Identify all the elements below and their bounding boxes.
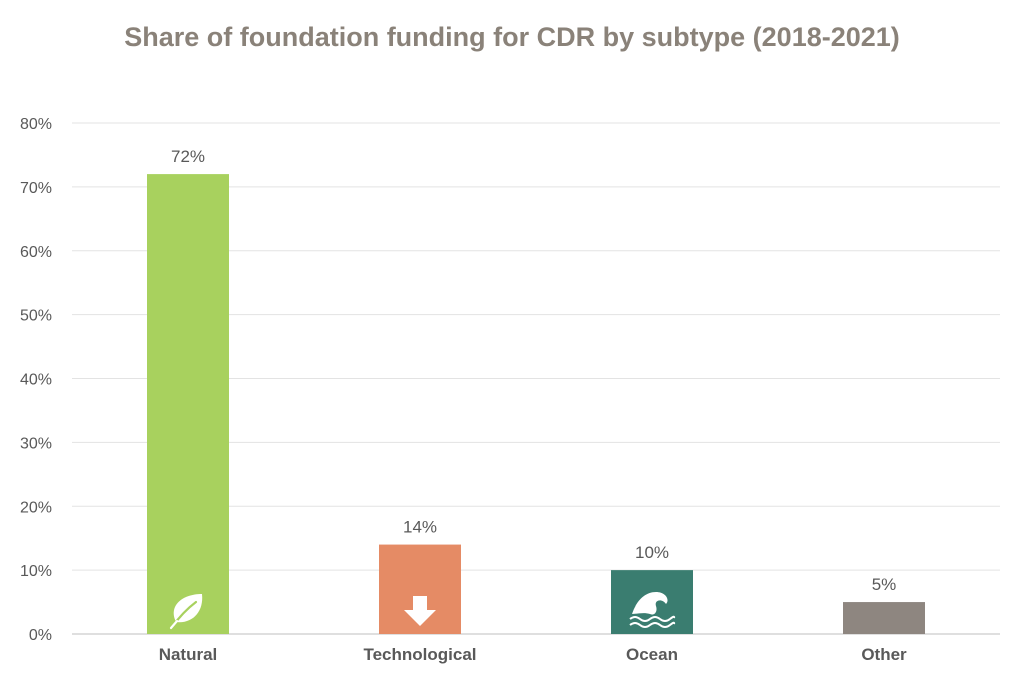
bar-natural [147, 174, 229, 634]
y-tick-label: 0% [29, 627, 52, 644]
data-labels: 72% 14% 10% 5% [171, 147, 896, 594]
y-axis-ticks: 0% 10% 20% 30% 40% 50% 60% 70% 80% [20, 116, 52, 644]
y-tick-label: 70% [20, 180, 52, 197]
y-tick-label: 20% [20, 499, 52, 516]
bars [147, 174, 925, 634]
chart-title: Share of foundation funding for CDR by s… [124, 22, 900, 52]
y-tick-label: 60% [20, 244, 52, 261]
bar-icons [169, 592, 676, 630]
x-tick-label: Natural [159, 645, 218, 664]
data-label-ocean: 10% [635, 543, 669, 562]
leaf-icon [169, 594, 203, 630]
data-label-natural: 72% [171, 147, 205, 166]
y-tick-label: 50% [20, 308, 52, 325]
x-axis-ticks: Natural Technological Ocean Other [159, 645, 907, 664]
y-tick-label: 10% [20, 563, 52, 580]
x-tick-label: Technological [363, 645, 476, 664]
y-tick-label: 40% [20, 372, 52, 389]
data-label-other: 5% [872, 575, 897, 594]
y-tick-label: 80% [20, 116, 52, 133]
x-tick-label: Other [861, 645, 907, 664]
x-tick-label: Ocean [626, 645, 678, 664]
data-label-technological: 14% [403, 518, 437, 537]
wave-icon [629, 592, 676, 628]
bar-other [843, 602, 925, 634]
y-tick-label: 30% [20, 435, 52, 452]
down-arrow-icon [404, 596, 436, 626]
